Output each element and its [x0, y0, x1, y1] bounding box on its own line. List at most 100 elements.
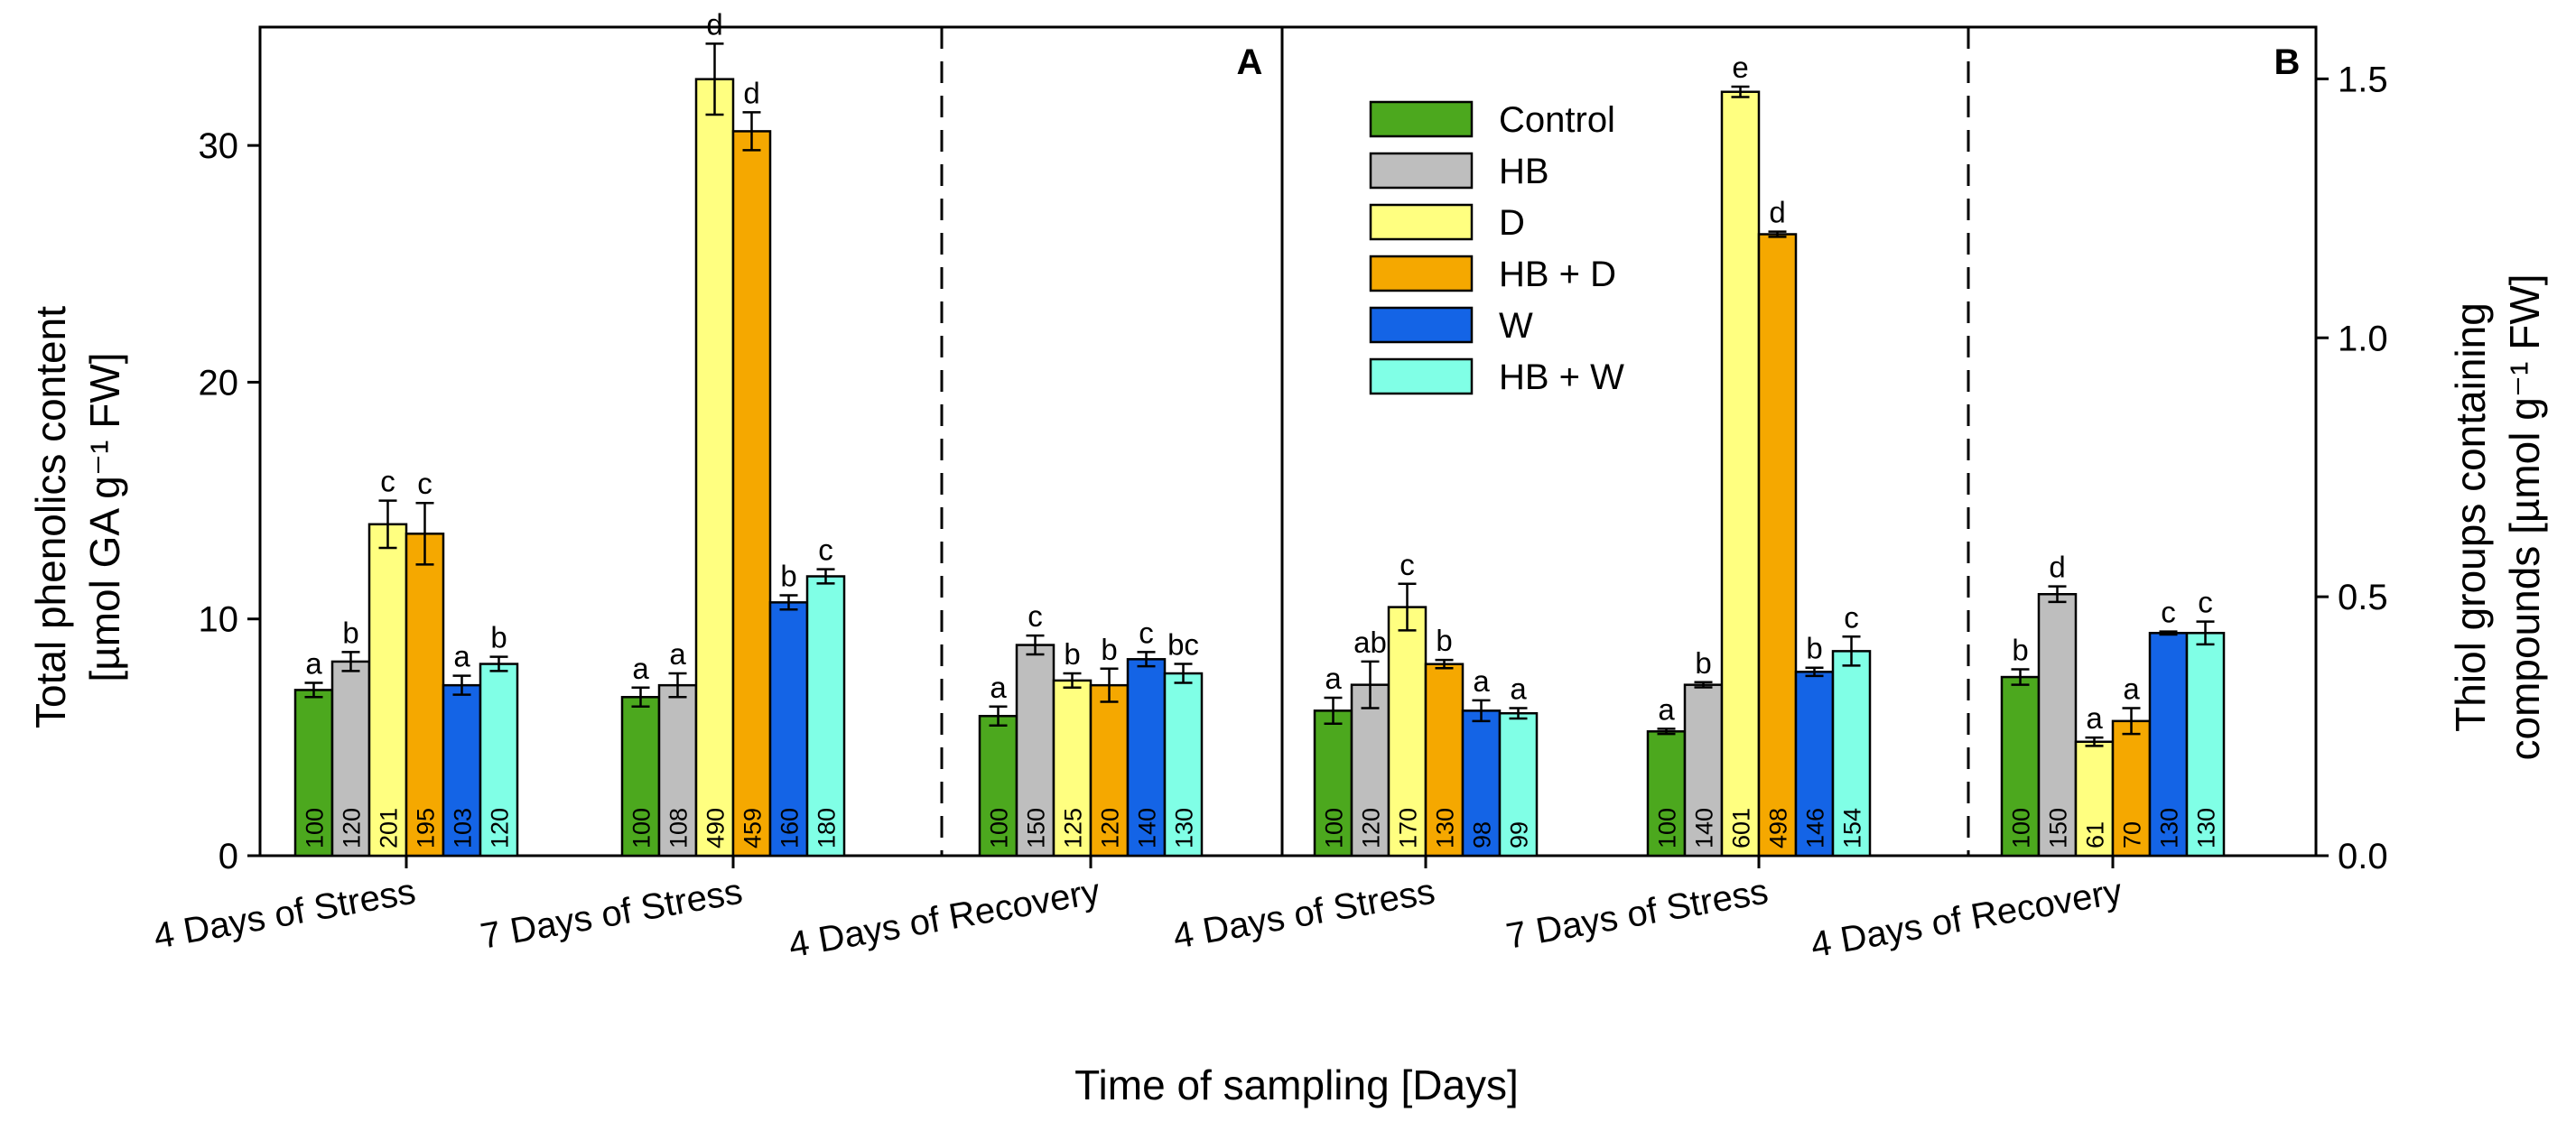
legend-swatch-hb-d	[1369, 255, 1474, 292]
panel-a-y-axis-title-line2: [µmol GA g⁻¹ FW]	[81, 352, 128, 681]
legend-label-hb-w: HB + W	[1499, 357, 1624, 397]
panel-a-percent-label: 100	[628, 808, 656, 848]
panel-a-y-tick-label: 0	[219, 837, 238, 876]
legend-swatch-d	[1369, 203, 1474, 241]
panel-a-y-tick-label: 20	[199, 363, 239, 403]
legend: Control HB D HB + D W HB + W	[1369, 100, 1624, 397]
panel-a-bar-hb	[1015, 644, 1056, 858]
panel-b-percent-label: 98	[1469, 821, 1496, 848]
panel-b-bar-w	[1461, 709, 1502, 858]
plot-area	[258, 25, 2318, 858]
panel-a-bar-control	[293, 689, 334, 858]
panel-b-y-tick-label: 0.5	[2338, 578, 2388, 617]
panel-a-percent-label: 100	[302, 808, 329, 848]
panel-a-percent-label: 180	[814, 808, 841, 848]
panel-b-percent-label: 130	[2193, 808, 2220, 848]
panel-b-significance-letter: b	[1436, 624, 1452, 657]
panel-b-significance-letter: c	[1844, 600, 1859, 634]
panel-b-bar-hb-d	[1757, 233, 1798, 858]
panel-b-percent-label: 100	[1654, 808, 1681, 848]
panel-b-bar-hb-w	[1831, 650, 1872, 858]
panel-a-percent-label: 108	[665, 808, 693, 848]
legend-label-control: Control	[1499, 100, 1615, 140]
bars-layer: a 100 b 120 c 201 c 195 a 103 b 120 a 100 a 108 d 490 d 459…	[293, 7, 2226, 858]
panel-a-bar-hb-d	[731, 130, 772, 858]
panel-b-bar-hb-w	[1498, 711, 1539, 858]
panel-b-percent-label: 498	[1765, 808, 1792, 848]
panel-a-percent-label: 140	[1134, 808, 1161, 848]
panel-b-bar-hb	[2037, 593, 2078, 858]
legend-swatch-hb-w	[1369, 357, 1474, 395]
panel-a-bar-hb-d	[405, 533, 445, 858]
panel-a-category-label: 4 Days of Stress	[151, 872, 419, 957]
panel-a-percent-label: 103	[450, 808, 477, 848]
x-axis-title: Time of sampling [Days]	[1074, 1061, 1519, 1108]
panel-a-bar-hb-w	[479, 663, 519, 858]
panel-b-significance-letter: a	[2086, 701, 2103, 735]
panel-a-significance-letter: bc	[1167, 628, 1199, 662]
panel-a-y-tick-label: 10	[199, 600, 239, 640]
panel-b-significance-letter: c	[1400, 548, 1415, 581]
panel-b-y-tick-label: 0.0	[2338, 837, 2388, 876]
panel-b-significance-letter: b	[1695, 646, 1711, 680]
panel-b-bar-hb-d	[2111, 719, 2152, 858]
panel-a-percent-label: 120	[1097, 808, 1124, 848]
panel-b-significance-letter: d	[2049, 551, 2065, 584]
panel-a-significance-letter: a	[990, 671, 1007, 704]
panel-a-percent-label: 459	[739, 808, 767, 848]
panel-a-significance-letter: d	[743, 76, 759, 109]
panel-a-percent-label: 130	[1171, 808, 1198, 848]
panel-b-significance-letter: a	[1658, 692, 1675, 726]
legend-label-hb-d: HB + D	[1499, 255, 1616, 294]
panel-a-percent-label: 201	[376, 808, 403, 848]
panel-a-bar-control	[620, 696, 661, 858]
panel-b-significance-letter: a	[2123, 672, 2140, 705]
panel-b-y-tick-label: 1.0	[2338, 319, 2388, 358]
panel-b-category-label: 4 Days of Stress	[1170, 872, 1438, 957]
panel-b-bar-hb-d	[1424, 663, 1465, 858]
panel-b-percent-label: 99	[1506, 821, 1533, 848]
panel-b-percent-label: 170	[1395, 808, 1422, 848]
panel-b-percent-label: 61	[2082, 821, 2109, 848]
panel-a-y-tick-label: 30	[199, 126, 239, 166]
panel-a-percent-label: 195	[413, 808, 440, 848]
panel-b-bar-w	[2148, 632, 2189, 858]
panel-a-bar-d	[367, 523, 408, 858]
panel-b-significance-letter: a	[1473, 664, 1490, 698]
panel-b-significance-letter: c	[2198, 586, 2213, 619]
legend-swatch-w	[1369, 306, 1474, 344]
panel-a-significance-letter: a	[453, 640, 470, 673]
panel-dividers	[940, 27, 1970, 856]
panel-a-y-axis-title-line1: Total phenolics content	[27, 306, 74, 728]
panel-a-significance-letter: b	[342, 616, 358, 649]
panel-a-significance-letter: b	[780, 559, 796, 592]
panel-a-significance-letter: b	[1101, 633, 1117, 666]
panel-b-significance-letter: b	[1806, 632, 1822, 665]
panel-a-significance-letter: c	[1028, 599, 1043, 633]
legend-label-w: W	[1499, 306, 1533, 346]
legend-label-d: D	[1499, 203, 1525, 243]
panel-a-significance-letter: d	[706, 7, 722, 41]
panel-a-category-label: 7 Days of Stress	[478, 872, 746, 957]
panel-b-y-axis-title-line1: Thiol groups containing	[2447, 302, 2494, 732]
panel-b-percent-label: 154	[1839, 808, 1866, 848]
panel-a-significance-letter: a	[305, 647, 322, 681]
panel-a-percent-label: 100	[986, 808, 1013, 848]
legend-swatch-hb	[1369, 152, 1474, 190]
panel-a-bar-hb-w	[1163, 672, 1204, 858]
panel-b-percent-label: 130	[2156, 808, 2183, 848]
panel-a-significance-letter: b	[490, 621, 507, 654]
panel-b-significance-letter: e	[1732, 51, 1748, 84]
panel-b-significance-letter: a	[1510, 672, 1527, 705]
panel-b-percent-label: 150	[2045, 808, 2072, 848]
panel-b-percent-label: 140	[1691, 808, 1718, 848]
legend-label-hb: HB	[1499, 152, 1549, 191]
panel-a-significance-letter: b	[1064, 637, 1080, 671]
panel-b-percent-label: 146	[1802, 808, 1829, 848]
panel-b-y-tick-label: 1.5	[2338, 60, 2388, 99]
panel-b-significance-letter: a	[1325, 662, 1342, 695]
panel-b-bar-control	[1646, 730, 1687, 858]
panel-b-bar-hb-w	[2185, 632, 2226, 858]
panel-b-significance-letter: ab	[1353, 626, 1387, 659]
panel-a-category-label: 4 Days of Recovery	[786, 872, 1102, 966]
